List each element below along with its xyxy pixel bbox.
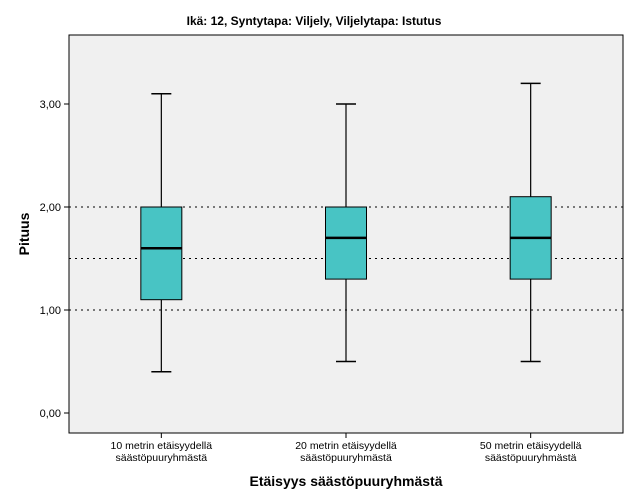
y-tick-label: 3,00 [40, 99, 61, 111]
y-axis-ticks: 0,00 1,00 2,00 3,00 [40, 99, 69, 420]
x-tick-label: 50 metrin etäisyydellä säästöpuuryhmästä [480, 440, 582, 464]
y-tick-label: 2,00 [40, 202, 61, 214]
boxplot-series [140, 82, 552, 373]
x-tick-label-line: 50 metrin etäisyydellä [480, 440, 582, 452]
box-item [509, 82, 552, 363]
x-tick-label-line: 10 metrin etäisyydellä [111, 440, 213, 452]
y-axis-title: Pituus [16, 212, 32, 255]
y-tick-label: 0,00 [40, 408, 61, 420]
x-axis-ticks: 10 metrin etäisyydellä säästöpuuryhmästä2… [111, 433, 582, 464]
chart-title: Ikä: 12, Syntytapa: Viljely, Viljelytapa… [187, 14, 442, 28]
x-tick-label: 10 metrin etäisyydellä säästöpuuryhmästä [111, 440, 213, 464]
iqr-box [140, 206, 183, 301]
x-tick-label-line: säästöpuuryhmästä [116, 452, 208, 464]
box-item [325, 103, 367, 363]
x-tick-label-line: 20 metrin etäisyydellä [295, 440, 397, 452]
x-tick-label-line: säästöpuuryhmästä [485, 452, 577, 464]
x-tick-label: 20 metrin etäisyydellä säästöpuuryhmästä [295, 440, 397, 464]
y-tick-label: 1,00 [40, 305, 61, 317]
box-item [140, 92, 183, 373]
x-tick-label-line: säästöpuuryhmästä [300, 452, 392, 464]
iqr-box [325, 206, 367, 280]
x-axis-title: Etäisyys säästöpuuryhmästä [250, 473, 443, 489]
